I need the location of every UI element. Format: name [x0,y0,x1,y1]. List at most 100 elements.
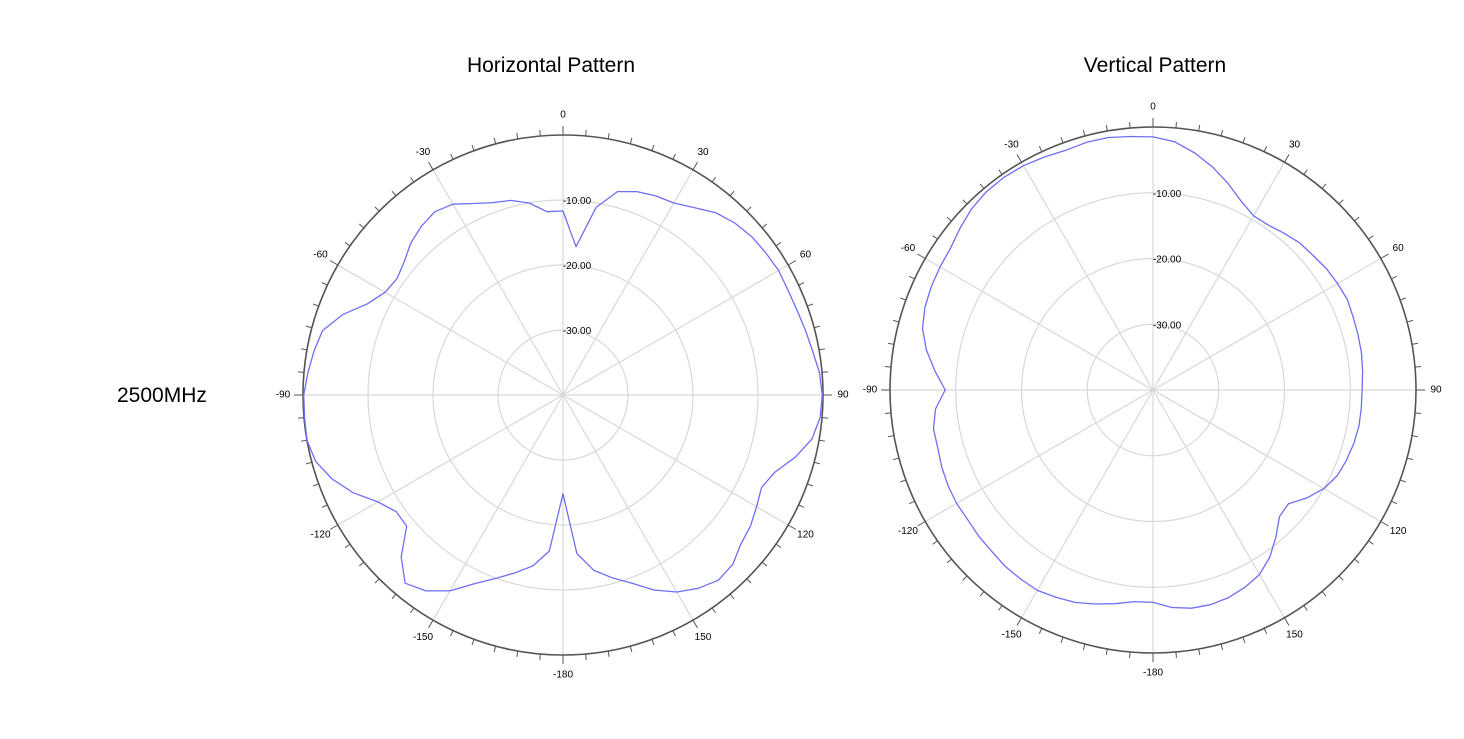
vertical-angle-tick [998,605,1003,611]
vertical-angle-tick [1129,121,1131,129]
horizontal-angle-tick [607,650,610,658]
horizontal-angle-tick [585,653,587,661]
vertical-angle-tick [1284,617,1290,626]
horizontal-angle-tick [358,223,365,229]
horizontal-angle-label: -180 [553,670,573,681]
vertical-angle-tick [1321,183,1327,189]
horizontal-angle-label: 150 [695,632,712,643]
horizontal-angle-tick [297,371,305,373]
horizontal-angle-tick [493,646,497,653]
horizontal-angle-tick [814,461,821,465]
vertical-angle-label: -150 [1001,630,1021,641]
horizontal-angle-tick [391,593,397,600]
horizontal-angle-label: 120 [797,530,814,541]
horizontal-angle-tick [358,561,365,567]
vertical-polar-chart: 0 30 60 90 120 150 -180 -150 -120 -90 -60 -30 -10.00… [863,102,1442,679]
vertical-angle-tick [893,457,900,461]
vertical-angle-tick [1082,643,1086,650]
vertical-angle-tick [1399,297,1406,301]
vertical-grid-spoke [1152,161,1286,391]
horizontal-angle-tick [729,190,735,197]
vertical-angle-tick [1406,457,1413,461]
vertical-angle-tick [900,297,907,301]
horizontal-angle-tick [607,132,610,140]
horizontal-angle-tick [629,137,633,144]
vertical-angle-tick [946,216,952,222]
vertical-angle-tick [884,412,892,414]
vertical-angle-tick [1060,137,1064,144]
vertical-angle-tick [998,169,1003,175]
vertical-angle-label: -30 [1004,140,1019,151]
horizontal-angle-tick [471,639,475,646]
horizontal-angle-tick [428,161,434,171]
vertical-angle-tick [1354,558,1360,564]
vertical-angle-tick [1105,124,1108,132]
vertical-angle-tick [1380,253,1389,259]
horizontal-angle-tick [818,348,826,351]
horizontal-angle-tick [539,129,541,137]
vertical-angle-tick [1321,591,1327,597]
vertical-angle-tick [1284,154,1290,163]
horizontal-angle-tick [305,325,312,329]
horizontal-angle-tick [344,543,351,548]
vertical-angle-label: 60 [1393,243,1405,254]
horizontal-angle-label: -120 [311,530,331,541]
vertical-angle-tick [1242,636,1246,643]
vertical-angle-tick [1303,169,1308,175]
vertical-angle-tick [1411,435,1419,438]
horizontal-angle-tick [300,348,308,351]
horizontal-angle-tick [428,619,434,629]
vertical-angle-tick [962,199,968,205]
vertical-angle-tick [1368,540,1374,545]
horizontal-angle-tick [450,630,454,637]
horizontal-angle-tick [672,630,676,637]
horizontal-angle-tick [321,282,328,286]
horizontal-angle-tick [374,206,380,212]
horizontal-angle-label: 0 [560,110,566,121]
horizontal-radial-label: -10.00 [563,196,592,207]
vertical-angle-tick [1354,216,1360,222]
horizontal-angle-tick [672,153,676,160]
horizontal-angle-tick [312,303,319,307]
horizontal-angle-tick [329,524,339,530]
horizontal-angle-tick [821,417,829,419]
horizontal-radial-label: -30.00 [563,326,592,337]
horizontal-angle-tick [344,242,351,247]
horizontal-angle-tick [798,504,805,508]
horizontal-angle-tick [761,561,768,567]
horizontal-angle-label: 60 [800,250,812,261]
vertical-angle-tick [1380,521,1389,527]
vertical-angle-tick [1338,575,1344,581]
vertical-angle-tick [908,275,915,280]
vertical-grid-spoke [1020,389,1154,619]
vertical-angle-label: 30 [1289,140,1301,151]
horizontal-pattern-title: Horizontal Pattern [466,54,636,77]
horizontal-grid-spoke [337,394,564,526]
horizontal-angle-tick [516,132,519,140]
horizontal-grid-spoke [432,169,564,396]
vertical-grid-spoke [924,389,1154,523]
horizontal-angle-tick [297,417,305,419]
vertical-grid-spoke [1152,257,1382,391]
horizontal-grid-spoke [337,264,564,396]
horizontal-grid-spoke [562,394,694,621]
vertical-angle-tick [884,366,892,368]
vertical-radial-label: -10.00 [1153,189,1182,200]
horizontal-grid-spoke [562,264,789,396]
vertical-angle-tick [1263,628,1268,635]
horizontal-angle-label: -30 [416,147,431,158]
horizontal-grid-spoke [562,394,789,526]
vertical-grid-spoke [1020,161,1154,391]
horizontal-angle-tick [585,129,587,137]
vertical-angle-tick [932,235,938,240]
vertical-angle-tick [1368,235,1374,240]
horizontal-angle-tick [471,144,475,151]
horizontal-angle-label: -60 [313,250,328,261]
vertical-angle-tick [962,575,968,581]
horizontal-angle-tick [410,176,415,183]
vertical-angle-tick [1411,342,1419,345]
vertical-angle-label: -180 [1143,668,1163,679]
vertical-grid-spoke [924,257,1154,391]
horizontal-angle-tick [391,190,397,197]
